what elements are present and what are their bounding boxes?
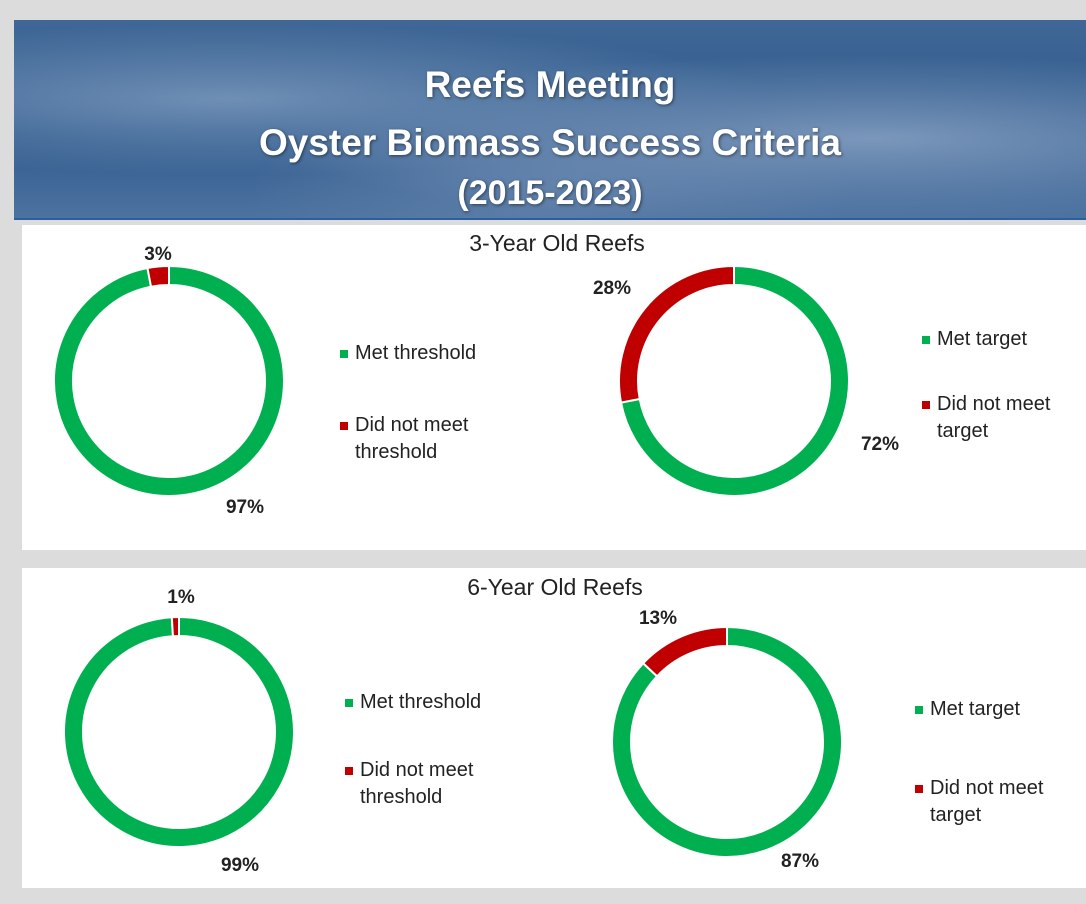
donut-slice bbox=[147, 266, 169, 287]
legend-swatch bbox=[345, 767, 353, 775]
data-label: 99% bbox=[221, 855, 259, 877]
legend-swatch bbox=[340, 422, 348, 430]
legend-item: Met target bbox=[915, 696, 1075, 723]
donut-slice bbox=[619, 266, 734, 403]
charts bbox=[0, 0, 1086, 904]
legend-item: Met threshold bbox=[345, 689, 505, 716]
legend-swatch bbox=[340, 350, 348, 358]
data-label: 72% bbox=[861, 434, 899, 456]
donut-slice bbox=[54, 266, 284, 496]
legend-item: Did not meet threshold bbox=[340, 412, 500, 466]
data-label: 87% bbox=[781, 851, 819, 873]
legend-swatch bbox=[922, 336, 930, 344]
legend-item: Met threshold bbox=[340, 340, 500, 367]
data-label: 13% bbox=[639, 608, 677, 630]
slide: Reefs Meeting Oyster Biomass Success Cri… bbox=[0, 0, 1086, 904]
legend-item: Did not meet target bbox=[922, 391, 1082, 445]
legend-label: Did not meet target bbox=[930, 775, 1075, 829]
legend-label: Met threshold bbox=[360, 689, 481, 716]
legend-swatch bbox=[922, 401, 930, 409]
legend-label: Met threshold bbox=[355, 340, 476, 367]
legend-label: Met target bbox=[930, 696, 1020, 723]
legend-swatch bbox=[915, 706, 923, 714]
donut-slice bbox=[172, 617, 179, 636]
legend-label: Met target bbox=[937, 326, 1027, 353]
legend-label: Did not meet threshold bbox=[360, 757, 505, 811]
legend-item: Met target bbox=[922, 326, 1082, 353]
legend-swatch bbox=[345, 699, 353, 707]
legend-item: Did not meet threshold bbox=[345, 757, 505, 811]
legend-label: Did not meet threshold bbox=[355, 412, 500, 466]
donut-slice bbox=[643, 627, 727, 676]
legend-label: Did not meet target bbox=[937, 391, 1082, 445]
data-label: 28% bbox=[593, 278, 631, 300]
data-label: 1% bbox=[167, 587, 194, 609]
legend-swatch bbox=[915, 785, 923, 793]
donut-slice bbox=[64, 617, 294, 847]
legend-item: Did not meet target bbox=[915, 775, 1075, 829]
data-label: 97% bbox=[226, 497, 264, 519]
data-label: 3% bbox=[144, 244, 171, 266]
